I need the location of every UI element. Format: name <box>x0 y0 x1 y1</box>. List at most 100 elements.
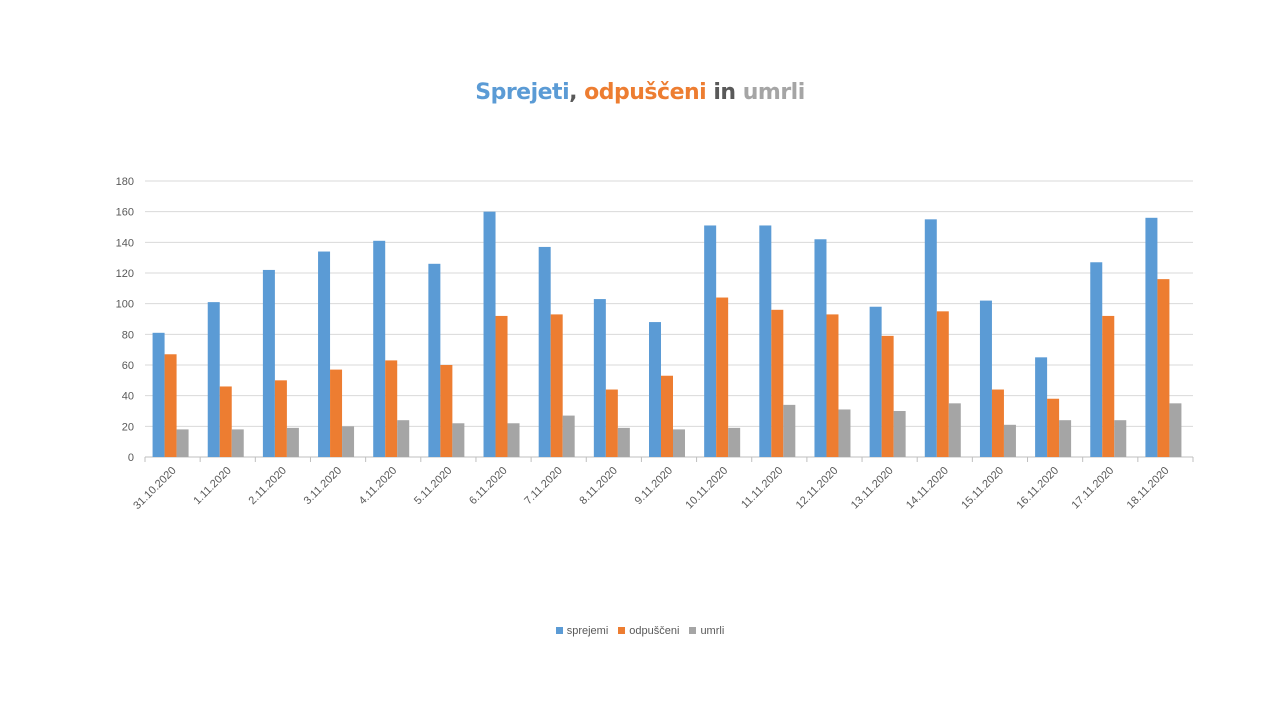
x-tick-label: 17.11.2020 <box>1070 465 1117 512</box>
x-tick-label: 11.11.2020 <box>739 465 785 511</box>
x-tick-label: 1.11.2020 <box>191 465 234 508</box>
y-tick-label: 140 <box>116 237 134 249</box>
bar-odpuščeni <box>1157 279 1170 457</box>
y-tick-label: 40 <box>122 391 134 403</box>
title-part: , <box>569 80 585 105</box>
x-tick-label: 12.11.2020 <box>794 465 841 512</box>
bar-odpuščeni <box>771 309 784 457</box>
bar-umrli <box>1169 403 1182 457</box>
title-part: in <box>706 80 743 105</box>
chart-title: Sprejeti, odpuščeni in umrli <box>0 80 1280 105</box>
legend-label: odpuščeni <box>629 625 680 637</box>
bar-sprejemi <box>318 251 331 457</box>
bar-umrli <box>893 411 906 457</box>
bar-sprejemi <box>1145 217 1158 457</box>
bar-umrli <box>507 423 520 457</box>
bar-sprejemi <box>759 225 772 457</box>
bar-umrli <box>286 427 299 457</box>
bar-umrli <box>397 420 410 457</box>
bar-sprejemi <box>207 302 220 457</box>
x-tick-label: 14.11.2020 <box>904 465 951 512</box>
bar-umrli <box>838 409 851 457</box>
y-tick-label: 80 <box>122 329 134 341</box>
x-tick-label: 4.11.2020 <box>357 465 400 508</box>
bar-sprejemi <box>262 269 275 457</box>
bar-umrli <box>948 403 961 457</box>
bar-odpuščeni <box>605 389 618 457</box>
bar-umrli <box>1114 420 1127 457</box>
y-tick-label: 20 <box>122 421 134 433</box>
title-part: umrli <box>742 80 806 105</box>
bar-odpuščeni <box>164 354 177 457</box>
bar-sprejemi <box>1035 357 1048 457</box>
y-tick-label: 120 <box>116 268 134 280</box>
title-part: Sprejeti <box>475 80 570 105</box>
legend-swatch <box>689 627 697 634</box>
x-tick-label: 16.11.2020 <box>1014 465 1061 512</box>
bar-odpuščeni <box>1102 315 1115 457</box>
bar-umrli <box>342 426 355 457</box>
bar-sprejemi <box>704 225 717 457</box>
title-part: odpuščeni <box>584 80 707 105</box>
x-tick-label: 5.11.2020 <box>412 465 455 508</box>
bar-sprejemi <box>649 322 661 457</box>
legend-label: umrli <box>700 625 725 637</box>
bar-umrli <box>1059 420 1072 457</box>
bar-sprejemi <box>869 306 882 457</box>
bar-sprejemi <box>428 263 441 457</box>
bar-odpuščeni <box>991 389 1004 457</box>
x-tick-label: 7.11.2020 <box>522 465 565 508</box>
bar-umrli <box>176 429 189 457</box>
bar-sprejemi <box>373 240 386 457</box>
y-tick-label: 0 <box>128 452 134 464</box>
bar-odpuščeni <box>936 311 949 457</box>
y-tick-label: 180 <box>116 176 134 188</box>
bar-odpuščeni <box>330 369 343 457</box>
x-tick-label: 9.11.2020 <box>633 465 676 508</box>
bar-odpuščeni <box>1047 398 1060 457</box>
legend-item: sprejemi <box>555 625 609 637</box>
legend-label: sprejemi <box>566 625 609 637</box>
bar-sprejemi <box>152 332 165 457</box>
x-tick-label: 13.11.2020 <box>849 465 896 512</box>
bar-odpuščeni <box>661 375 673 457</box>
y-tick-label: 160 <box>116 207 134 219</box>
x-tick-label: 15.11.2020 <box>959 465 1006 512</box>
bar-sprejemi <box>1090 262 1103 457</box>
bar-sprejemi <box>483 211 496 457</box>
bar-umrli <box>673 429 685 457</box>
x-tick-label: 8.11.2020 <box>577 465 620 508</box>
bar-odpuščeni <box>440 365 453 457</box>
x-tick-label: 18.11.2020 <box>1125 465 1172 512</box>
legend-item: umrli <box>689 625 724 637</box>
bar-odpuščeni <box>385 360 398 457</box>
y-tick-label: 100 <box>116 299 134 311</box>
bar-sprejemi <box>593 299 606 457</box>
bar-odpuščeni <box>826 314 839 457</box>
bar-umrli <box>728 427 741 457</box>
bar-umrli <box>452 423 465 457</box>
bar-odpuščeni <box>219 386 232 457</box>
bar-umrli <box>783 404 796 457</box>
x-tick-label: 3.11.2020 <box>302 465 345 508</box>
y-tick-label: 60 <box>122 360 134 372</box>
bar-umrli <box>231 429 244 457</box>
legend-item: odpuščeni <box>618 625 679 637</box>
bar-umrli <box>1003 424 1016 457</box>
bar-odpuščeni <box>274 380 287 457</box>
x-tick-label: 10.11.2020 <box>683 465 730 512</box>
legend: sprejemi odpuščeni umrli <box>0 625 1280 637</box>
bar-odpuščeni <box>716 297 729 457</box>
bar-sprejemi <box>924 219 937 457</box>
legend-swatch <box>555 627 563 634</box>
bar-odpuščeni <box>495 315 508 457</box>
x-tick-label: 2.11.2020 <box>247 465 290 508</box>
bar-umrli <box>617 427 630 457</box>
bar-odpuščeni <box>550 314 563 457</box>
bar-sprejemi <box>538 246 551 457</box>
legend-swatch <box>618 627 626 634</box>
bar-sprejemi <box>979 300 992 457</box>
bar-odpuščeni <box>881 335 894 457</box>
bar-umrli <box>562 415 575 457</box>
